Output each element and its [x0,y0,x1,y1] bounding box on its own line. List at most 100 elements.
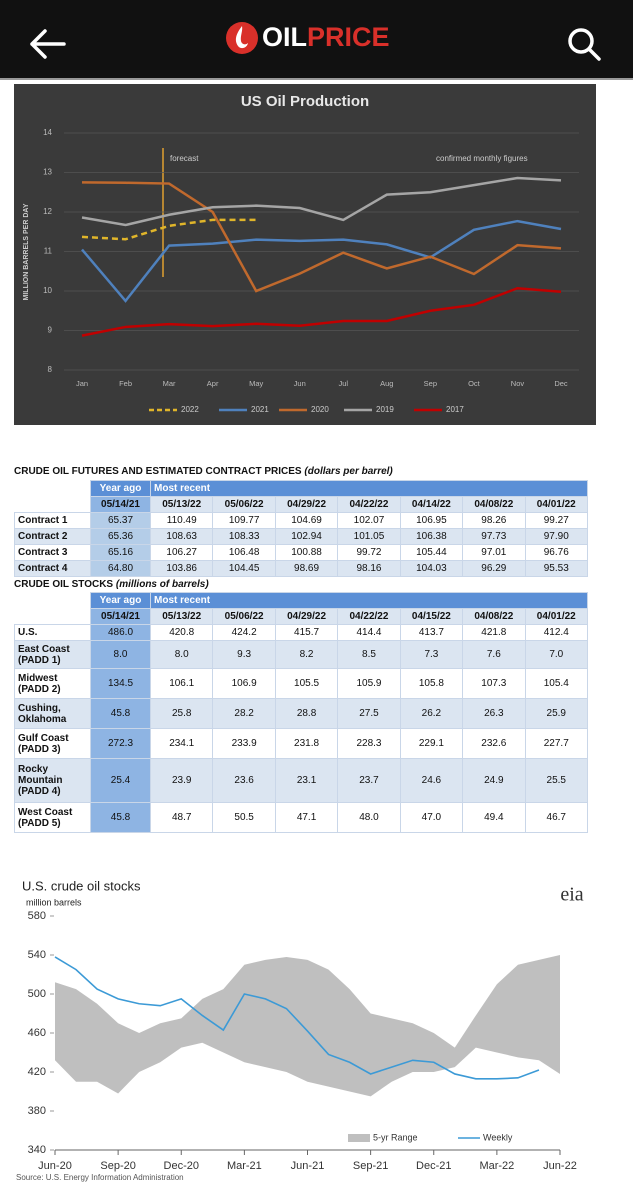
chart-title: US Oil Production [241,93,369,110]
cell: 47.0 [399,802,464,833]
cell: 48.0 [337,802,401,833]
y-tick-label: 13 [43,168,52,177]
stocks-chart: U.S. crude oil stocks million barrels ei… [16,878,584,1182]
column-header: 04/01/22 [524,496,589,513]
row-label: Contract 1 [14,512,91,529]
cell: 412.4 [524,624,589,641]
x-tick-label: Sep [424,379,437,388]
blank-cell [15,481,91,497]
column-header: 04/29/22 [274,496,339,513]
cell: 106.9 [212,668,276,699]
column-header: 05/13/22 [149,496,214,513]
column-header: 05/14/21 [90,608,151,625]
cell: 106.38 [399,528,464,545]
cell: 110.49 [149,512,214,529]
cell: 227.7 [524,728,589,759]
legend-label: 2022 [181,405,199,414]
blank-cell [15,609,91,625]
cell: 105.9 [337,668,401,699]
chart-subtitle: million barrels [26,897,82,907]
legend-label: 2020 [311,405,329,414]
group-header: Most recent [150,592,588,609]
cell: 28.8 [274,698,339,729]
y-tick-label: 11 [44,247,53,256]
chart-title: U.S. crude oil stocks [22,878,141,893]
cell: 25.5 [524,758,589,803]
cell: 421.8 [462,624,526,641]
range-area [55,955,560,1097]
cell: 232.6 [462,728,526,759]
cell: 108.33 [212,528,276,545]
y-tick-label: 14 [43,128,52,137]
legend-label: 5-yr Range [373,1132,418,1142]
logo[interactable]: OILPRICE [226,22,390,54]
cell: 231.8 [274,728,339,759]
cell: 106.27 [149,544,214,561]
y-tick-label: 10 [43,286,52,295]
cell: 414.4 [337,624,401,641]
column-header: 05/14/21 [90,496,151,513]
x-tick-label: Dec [554,379,568,388]
cell: 99.72 [337,544,401,561]
data-row: West Coast (PADD 5) 45.8 48.7 50.5 47.1 48.0 4… [14,802,589,833]
cell: 7.6 [462,640,526,669]
column-header: 04/08/22 [462,608,526,625]
y-tick-label: 540 [28,949,46,961]
row-label: East Coast (PADD 1) [14,640,91,669]
x-tick-label: Dec-21 [416,1160,451,1172]
weekly-line [54,956,540,1080]
column-header: 04/15/22 [399,608,464,625]
chart-background [14,84,596,425]
x-tick-label: May [249,379,263,388]
header-row: 05/14/21 05/13/22 05/06/22 04/29/22 04/22/22… [15,496,589,513]
cell: 424.2 [212,624,276,641]
x-tick-label: Apr [207,379,219,388]
cell: 104.45 [212,560,276,577]
cell: 25.9 [524,698,589,729]
legend-label: 2019 [376,405,394,414]
data-row: U.S. 486.0 420.8 424.2 415.7 414.4 413.7 421.8 4… [14,624,589,641]
cell: 23.9 [149,758,214,803]
cell: 228.3 [337,728,401,759]
y-tick-label: 380 [28,1105,46,1117]
cell: 49.4 [462,802,526,833]
cell: 23.6 [212,758,276,803]
futures-table: Year ago Most recent 05/14/21 05/13/22 05/06… [14,480,589,577]
cell: 64.80 [90,560,151,577]
table-unit: (millions of barrels) [115,579,209,590]
x-tick-label: Feb [119,379,132,388]
column-header: 04/08/22 [462,496,526,513]
data-table: Year ago Most recent 05/14/21 05/13/22 05/06… [14,592,589,833]
x-tick-label: Jun [294,379,306,388]
x-tick-label: Jul [338,379,348,388]
cell: 99.27 [524,512,589,529]
y-tick-label: 12 [43,207,52,216]
cell: 109.77 [212,512,276,529]
y-axis-label: MILLION BARRELS PER DAY [23,203,30,300]
cell: 134.5 [90,668,151,699]
cell: 104.03 [399,560,464,577]
cell: 102.94 [274,528,339,545]
series-line [81,286,562,337]
data-row: Contract 3 65.16 106.27 106.48 100.88 99.72 10… [14,544,589,561]
series-line [81,219,562,303]
cell: 107.3 [462,668,526,699]
back-button[interactable] [30,29,66,59]
data-row: Contract 4 64.80 103.86 104.45 98.69 98.16 104… [14,560,589,577]
row-label: Cushing, Oklahoma [14,698,91,729]
annotation: forecast [170,154,199,163]
cell: 25.8 [149,698,214,729]
search-button[interactable] [568,28,601,61]
cell: 47.1 [274,802,339,833]
cell: 24.9 [462,758,526,803]
cell: 28.2 [212,698,276,729]
cell: 50.5 [212,802,276,833]
column-header: 05/06/22 [212,496,276,513]
x-tick-label: Sep-21 [353,1160,388,1172]
data-row: Contract 2 65.36 108.63 108.33 102.94 101.05 1… [14,528,589,545]
cell: 106.48 [212,544,276,561]
cell: 101.05 [337,528,401,545]
cell: 486.0 [90,624,151,641]
cell: 103.86 [149,560,214,577]
